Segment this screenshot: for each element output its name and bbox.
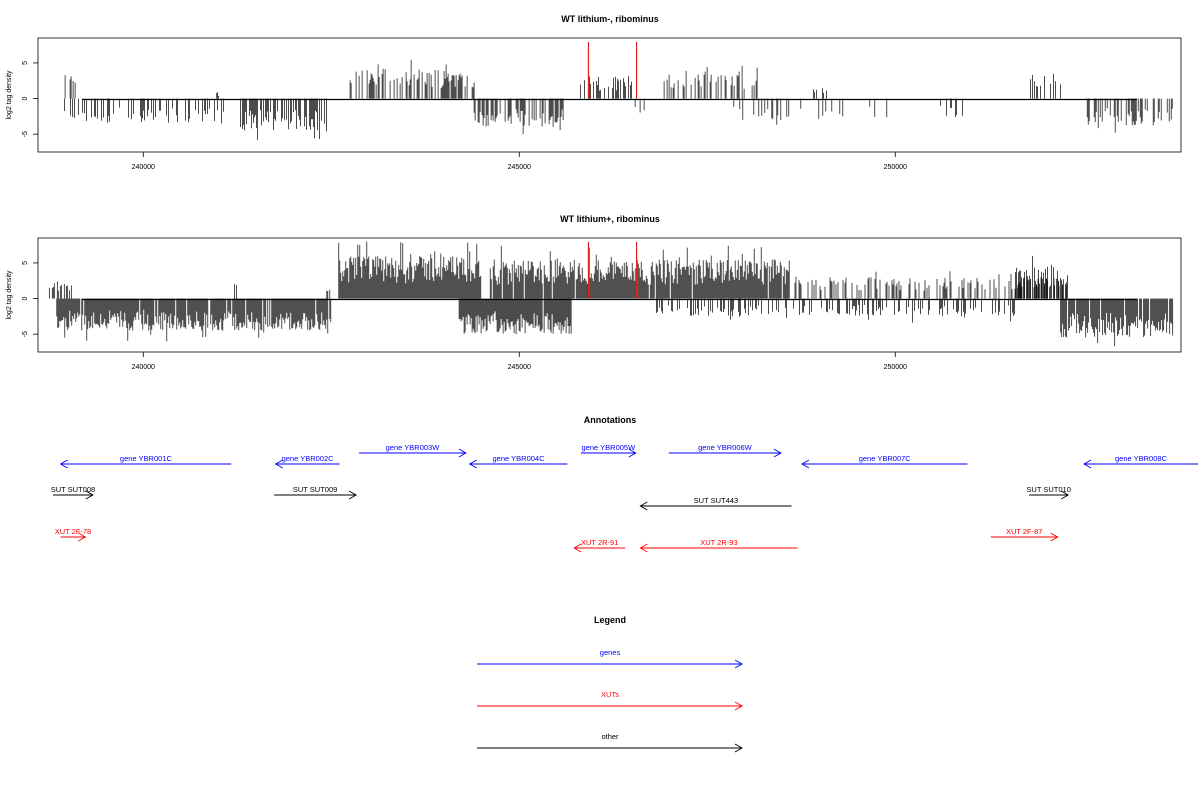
track2-bars: [48, 241, 1174, 347]
y-tick-label: 5: [22, 261, 29, 265]
feature-label: SUT SUT008: [51, 485, 95, 494]
feature-gene-ybr001c: gene YBR001C: [59, 454, 232, 469]
feature-gene-ybr002c: gene YBR002C: [274, 454, 340, 469]
track1-bars: [64, 59, 1173, 140]
feature-label: gene YBR005W: [582, 443, 637, 452]
track2-markers: [587, 242, 638, 299]
feature-sut-sut010: SUT SUT010: [1026, 485, 1071, 500]
legend-items: genes XUTs other: [477, 648, 743, 753]
legend: Legend genes XUTs other: [477, 615, 743, 753]
y-tick-label: 0: [22, 97, 29, 101]
track1-plot-frame: [37, 37, 1182, 153]
arrowhead: [468, 459, 477, 469]
arrowhead: [458, 448, 467, 458]
legend-label: genes: [600, 648, 621, 657]
track1-title: WT lithium-, ribominus: [561, 14, 659, 24]
feature-label: SUT SUT009: [293, 485, 337, 494]
arrowhead: [773, 448, 782, 458]
arrowhead: [1083, 459, 1092, 469]
feature-label: gene YBR008C: [1115, 454, 1168, 463]
x-tick-label: 240000: [132, 164, 155, 171]
legend-title: Legend: [594, 615, 626, 625]
arrowhead: [1050, 532, 1059, 542]
arrowhead: [734, 659, 743, 669]
legend-item-other: other: [477, 732, 743, 753]
track2-title: WT lithium+, ribominus: [560, 214, 660, 224]
y-tick-label: 0: [22, 297, 29, 301]
feature-xut-2r-93: XUT 2R-93: [639, 538, 798, 553]
arrowhead: [734, 743, 743, 753]
arrowhead: [628, 448, 637, 458]
track-lithium-plus: WT lithium+, ribominus log2 tag density …: [6, 214, 1182, 371]
arrowhead: [274, 459, 283, 469]
feature-label: XUT 2F-78: [55, 527, 92, 536]
track1-ylabel: log2 tag density: [6, 70, 13, 120]
feature-gene-ybr008c: gene YBR008C: [1083, 454, 1198, 469]
arrowhead: [348, 490, 357, 500]
legend-label: XUTs: [601, 690, 619, 699]
feature-label: gene YBR002C: [282, 454, 335, 463]
feature-label: gene YBR001C: [120, 454, 173, 463]
annotation-features: gene YBR001C gene YBR002C gene YBR003W gene…: [51, 443, 1198, 553]
feature-label: SUT SUT010: [1026, 485, 1070, 494]
feature-xut-2r-91: XUT 2R-91: [573, 538, 626, 553]
track2-ylabel: log2 tag density: [6, 270, 13, 320]
x-tick-label: 245000: [508, 364, 531, 371]
y-tick-label: 5: [22, 61, 29, 65]
arrowhead: [639, 543, 648, 553]
feature-label: gene YBR004C: [493, 454, 546, 463]
y-tick-label: -5: [22, 331, 29, 337]
feature-xut-2f-87: XUT 2F-87: [990, 527, 1059, 542]
feature-label: XUT 2F-87: [1006, 527, 1043, 536]
track1-markers: [587, 42, 638, 99]
annotations-title: Annotations: [584, 415, 637, 425]
legend-label: other: [601, 732, 619, 741]
y-tick-label: -5: [22, 131, 29, 137]
track2-plot-frame: [37, 237, 1182, 353]
feature-sut-sut009: SUT SUT009: [274, 485, 357, 500]
feature-gene-ybr007c: gene YBR007C: [801, 454, 968, 469]
track-lithium-minus: WT lithium-, ribominus log2 tag density …: [6, 14, 1182, 171]
x-tick-label: 250000: [884, 164, 907, 171]
feature-label: gene YBR006W: [698, 443, 753, 452]
feature-sut-sut443: SUT SUT443: [639, 496, 792, 511]
feature-label: XUT 2R-93: [700, 538, 737, 547]
arrowhead: [639, 501, 648, 511]
feature-gene-ybr003w: gene YBR003W: [359, 443, 467, 458]
arrowhead: [573, 543, 582, 553]
arrowhead: [59, 459, 68, 469]
x-tick-label: 245000: [508, 164, 531, 171]
track1-y-axis: -5 0 5: [22, 61, 38, 137]
feature-label: SUT SUT443: [694, 496, 738, 505]
feature-gene-ybr004c: gene YBR004C: [468, 454, 568, 469]
arrowhead: [734, 701, 743, 711]
arrowhead: [85, 490, 94, 500]
track2-y-axis: -5 0 5: [22, 261, 38, 337]
x-tick-label: 250000: [884, 364, 907, 371]
feature-xut-2f-78: XUT 2F-78: [55, 527, 92, 542]
arrowhead: [78, 532, 87, 542]
track2-x-axis: 240000 245000 250000: [132, 352, 907, 371]
feature-label: gene YBR003W: [386, 443, 441, 452]
feature-label: gene YBR007C: [859, 454, 912, 463]
arrowhead: [801, 459, 810, 469]
track1-x-axis: 240000 245000 250000: [132, 152, 907, 171]
annotations-panel: Annotations gene YBR001C gene YBR002Cgene…: [51, 415, 1198, 553]
legend-item-genes: genes: [477, 648, 743, 669]
legend-item-xuts: XUTs: [477, 690, 743, 711]
arrowhead: [1060, 490, 1070, 500]
feature-gene-ybr005w: gene YBR005W: [580, 443, 637, 458]
x-tick-label: 240000: [132, 364, 155, 371]
feature-gene-ybr006w: gene YBR006W: [668, 443, 782, 458]
feature-label: XUT 2R-91: [581, 538, 618, 547]
feature-sut-sut008: SUT SUT008: [51, 485, 95, 500]
